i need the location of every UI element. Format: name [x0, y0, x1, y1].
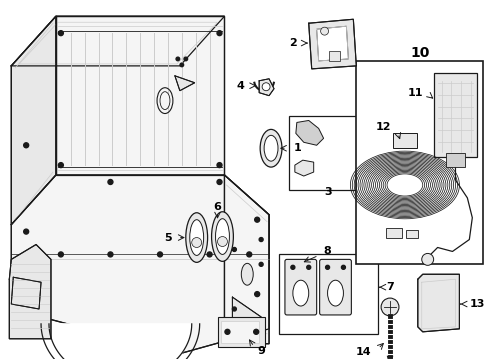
Bar — [406, 230, 418, 238]
Circle shape — [24, 143, 28, 148]
Circle shape — [184, 57, 188, 61]
Text: 11: 11 — [407, 88, 423, 98]
Bar — [393, 133, 417, 148]
Circle shape — [320, 27, 329, 35]
Circle shape — [255, 217, 260, 222]
Text: 13: 13 — [469, 299, 485, 309]
Circle shape — [207, 252, 212, 257]
Text: 4: 4 — [236, 81, 245, 91]
Polygon shape — [232, 297, 261, 337]
Ellipse shape — [186, 213, 208, 262]
Polygon shape — [418, 274, 460, 332]
Text: 2: 2 — [289, 38, 297, 48]
Circle shape — [24, 229, 28, 234]
Circle shape — [158, 252, 163, 257]
Circle shape — [259, 238, 263, 242]
Bar — [279, 255, 378, 334]
Circle shape — [325, 265, 330, 269]
Ellipse shape — [264, 135, 278, 161]
Bar — [386, 228, 402, 238]
Bar — [445, 153, 466, 167]
Circle shape — [192, 238, 202, 247]
Circle shape — [254, 329, 259, 334]
Polygon shape — [224, 175, 269, 344]
FancyBboxPatch shape — [285, 260, 317, 315]
Bar — [329, 51, 341, 61]
Circle shape — [291, 265, 295, 269]
Text: 9: 9 — [257, 346, 265, 356]
Polygon shape — [259, 79, 274, 96]
Circle shape — [217, 31, 222, 36]
Polygon shape — [11, 16, 56, 225]
Bar — [434, 73, 477, 157]
Ellipse shape — [216, 219, 229, 255]
Text: 3: 3 — [325, 187, 332, 197]
Polygon shape — [9, 244, 51, 339]
Ellipse shape — [190, 220, 204, 255]
Circle shape — [422, 253, 434, 265]
Circle shape — [232, 307, 236, 311]
Polygon shape — [296, 121, 323, 145]
Polygon shape — [11, 277, 41, 309]
Circle shape — [259, 262, 263, 266]
Text: 1: 1 — [294, 143, 302, 153]
Text: 10: 10 — [410, 46, 429, 60]
Polygon shape — [11, 175, 269, 354]
Circle shape — [262, 83, 270, 91]
Bar — [289, 116, 360, 190]
Circle shape — [217, 163, 222, 168]
Text: 5: 5 — [164, 233, 172, 243]
Polygon shape — [56, 16, 224, 175]
Circle shape — [58, 163, 63, 168]
Ellipse shape — [260, 129, 282, 167]
Ellipse shape — [160, 92, 170, 109]
Polygon shape — [295, 160, 314, 176]
Circle shape — [180, 63, 184, 67]
Ellipse shape — [293, 280, 309, 306]
Polygon shape — [309, 19, 356, 69]
Circle shape — [255, 292, 260, 297]
Circle shape — [108, 180, 113, 184]
Ellipse shape — [241, 264, 253, 285]
Text: 14: 14 — [356, 347, 371, 357]
Polygon shape — [49, 324, 192, 360]
Circle shape — [307, 265, 311, 269]
Circle shape — [225, 329, 230, 334]
Text: 12: 12 — [375, 122, 391, 132]
Circle shape — [381, 298, 399, 316]
Circle shape — [108, 252, 113, 257]
Circle shape — [232, 247, 236, 251]
Polygon shape — [317, 26, 348, 61]
FancyBboxPatch shape — [319, 260, 351, 315]
Circle shape — [342, 265, 345, 269]
Bar — [356, 61, 483, 264]
Text: 6: 6 — [214, 202, 221, 212]
Polygon shape — [11, 16, 224, 66]
Circle shape — [218, 237, 227, 247]
Circle shape — [247, 252, 252, 257]
Text: 7: 7 — [386, 282, 394, 292]
Circle shape — [176, 57, 180, 61]
Bar — [221, 321, 259, 343]
Circle shape — [58, 31, 63, 36]
Bar — [218, 317, 265, 347]
Ellipse shape — [212, 212, 233, 261]
Text: 8: 8 — [323, 247, 331, 256]
Polygon shape — [175, 76, 195, 91]
Circle shape — [58, 252, 63, 257]
Ellipse shape — [328, 280, 343, 306]
Circle shape — [217, 180, 222, 184]
